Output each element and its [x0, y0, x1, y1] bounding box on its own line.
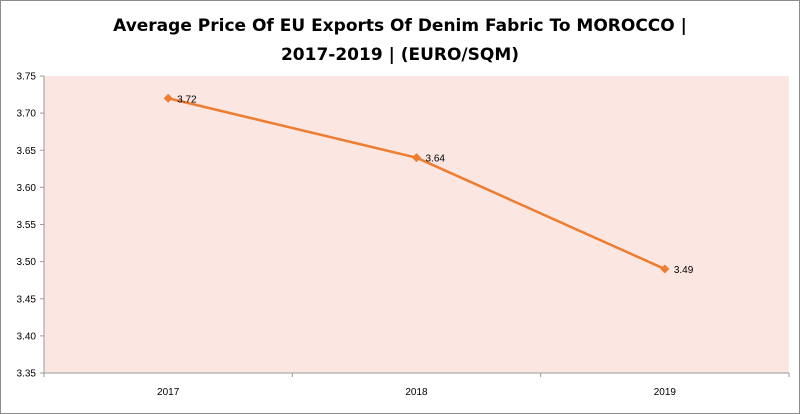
y-tick-label: 3.45 [17, 294, 37, 305]
y-tick-label: 3.65 [17, 146, 37, 157]
x-tick-label: 2019 [654, 387, 677, 398]
y-tick-label: 3.70 [17, 109, 37, 120]
chart-title-line-1: Average Price Of EU Exports Of Denim Fab… [113, 16, 687, 36]
y-tick-label: 3.35 [17, 369, 37, 380]
chart-title: Average Price Of EU Exports Of Denim Fab… [0, 12, 800, 70]
data-label: 3.49 [674, 265, 694, 276]
x-axis-ticks: 2017 2018 2019 [43, 373, 790, 398]
y-tick-label: 3.60 [17, 183, 37, 194]
series-layer: 3.72 3.64 3.49 [163, 93, 694, 276]
data-point-marker [660, 264, 670, 274]
data-point-marker [412, 153, 421, 163]
y-tick-label: 3.75 [17, 72, 37, 83]
plot-area [44, 76, 789, 373]
y-tick-label: 3.50 [17, 257, 37, 268]
chart-title-line-2: 2017-2019 | (EURO/SQM) [280, 45, 520, 65]
y-tick-label: 3.55 [17, 220, 37, 231]
x-tick-label: 2017 [157, 387, 180, 398]
x-tick-label: 2018 [405, 387, 428, 398]
data-label: 3.64 [426, 154, 446, 165]
y-axis-ticks: 3.75 3.70 3.65 3.60 3.55 3.50 3.45 3.40 3.35 [17, 72, 44, 380]
data-point-marker [163, 93, 173, 103]
data-label: 3.72 [177, 94, 197, 105]
y-tick-label: 3.40 [17, 331, 37, 342]
